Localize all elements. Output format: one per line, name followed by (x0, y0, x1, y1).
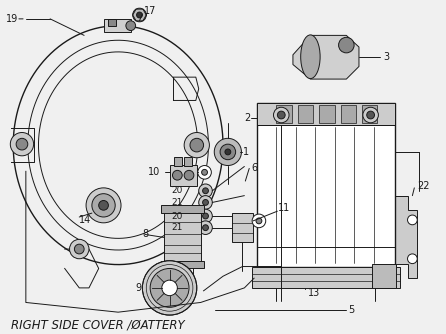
Circle shape (10, 133, 33, 156)
Text: 5: 5 (348, 305, 355, 315)
Text: 2: 2 (244, 113, 251, 123)
Circle shape (99, 200, 108, 210)
Text: 17: 17 (145, 6, 157, 16)
Circle shape (173, 170, 182, 180)
Circle shape (202, 199, 208, 205)
Bar (108, 19, 116, 26)
Bar (298, 105, 314, 123)
Text: 3: 3 (383, 52, 389, 62)
Circle shape (273, 107, 289, 123)
Circle shape (199, 184, 212, 198)
Text: 19: 19 (6, 14, 19, 24)
Text: 9: 9 (136, 283, 142, 293)
Circle shape (92, 194, 115, 217)
Text: 14: 14 (79, 215, 91, 225)
Circle shape (86, 188, 121, 223)
Text: 21: 21 (172, 198, 183, 207)
Circle shape (184, 170, 194, 180)
Bar (252, 267, 400, 288)
Circle shape (256, 218, 262, 224)
Bar (277, 105, 292, 123)
Circle shape (202, 169, 207, 175)
Polygon shape (293, 35, 359, 79)
Circle shape (225, 149, 231, 155)
Bar (161, 261, 203, 269)
Bar (232, 213, 253, 242)
Bar (257, 103, 395, 267)
Text: 20: 20 (172, 211, 183, 220)
Ellipse shape (301, 35, 320, 78)
Text: 11: 11 (278, 203, 291, 213)
Text: 20: 20 (172, 186, 183, 195)
Bar (372, 264, 396, 288)
Circle shape (252, 214, 266, 228)
Bar (257, 103, 395, 125)
Circle shape (220, 144, 235, 160)
Circle shape (408, 215, 417, 225)
Bar (340, 105, 356, 123)
Circle shape (214, 138, 241, 166)
Circle shape (184, 133, 210, 158)
Circle shape (74, 244, 84, 254)
Circle shape (199, 196, 212, 209)
Circle shape (132, 8, 146, 22)
Circle shape (367, 111, 375, 119)
Bar (184, 157, 192, 166)
Circle shape (408, 254, 417, 264)
Bar (103, 19, 131, 32)
Circle shape (199, 209, 212, 223)
Circle shape (142, 261, 197, 315)
Circle shape (126, 21, 136, 30)
Circle shape (199, 221, 212, 234)
Text: 22: 22 (417, 181, 430, 191)
Circle shape (16, 138, 28, 150)
Circle shape (190, 138, 203, 152)
Bar (319, 105, 334, 123)
Circle shape (198, 166, 211, 179)
Bar (174, 157, 182, 166)
Bar (161, 205, 203, 213)
Circle shape (202, 225, 208, 230)
Circle shape (277, 111, 285, 119)
Circle shape (150, 269, 189, 307)
Polygon shape (364, 196, 417, 278)
Circle shape (202, 213, 208, 219)
Text: 10: 10 (148, 167, 161, 177)
Circle shape (363, 107, 378, 123)
Text: 6: 6 (251, 163, 257, 173)
Circle shape (162, 280, 178, 296)
Text: 8: 8 (142, 229, 149, 239)
Bar (169, 165, 197, 186)
Bar (362, 105, 377, 123)
Circle shape (202, 188, 208, 194)
Text: 21: 21 (172, 223, 183, 232)
Text: 13: 13 (307, 288, 320, 298)
Text: 1: 1 (244, 147, 249, 157)
Circle shape (70, 239, 89, 259)
Circle shape (339, 37, 354, 53)
Text: RIGHT SIDE COVER /ØATTERY: RIGHT SIDE COVER /ØATTERY (11, 318, 185, 331)
Bar (164, 210, 201, 264)
Circle shape (136, 12, 142, 18)
